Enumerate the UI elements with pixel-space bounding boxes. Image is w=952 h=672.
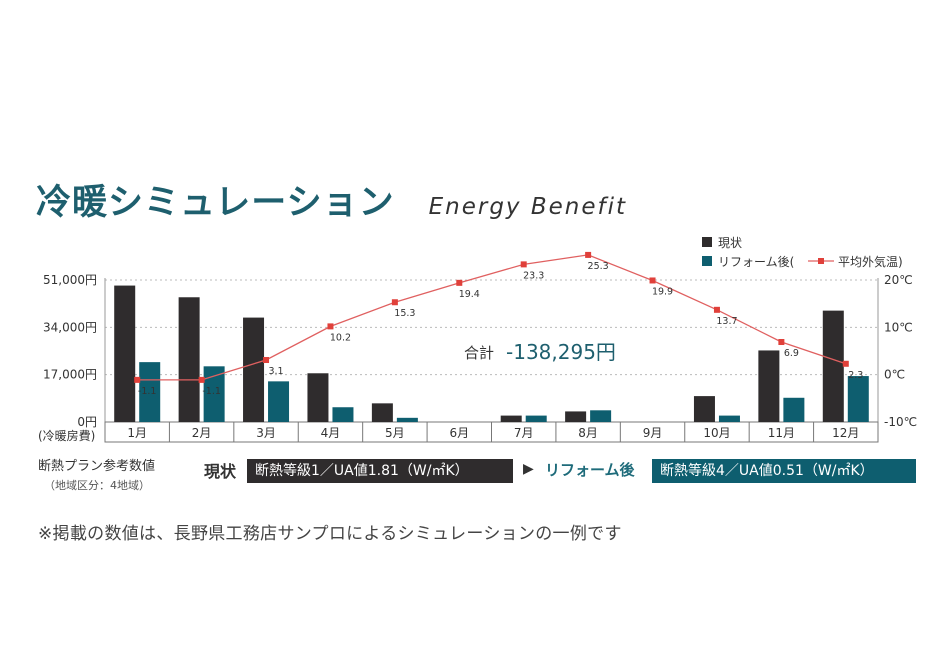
bar-current (178, 297, 200, 422)
legend-label-temp: 平均外気温) (838, 254, 903, 269)
bar-reform (783, 397, 805, 422)
y2-tick-label: -10℃ (884, 415, 917, 429)
temperature-point (778, 339, 785, 346)
bar-current (243, 317, 265, 422)
bar-current (114, 285, 136, 422)
temperature-label: 3.1 (268, 366, 283, 377)
bar-current (500, 415, 522, 422)
x-tick-label: 4月 (321, 426, 341, 440)
spec-label-sub: （地域区分：4地域） (44, 479, 150, 492)
temperature-point (520, 261, 527, 268)
bar-current (693, 396, 715, 422)
bar-current (758, 350, 780, 422)
legend-marker-temp (818, 258, 824, 264)
energy-chart: 0円 17,000円 34,000円 51,000円 (冷暖房費) -10℃ 0℃ 10℃ 20… (38, 236, 917, 443)
temperature-point (456, 279, 463, 286)
spec-label: 断熱プラン参考数値 （地域区分：4地域） (38, 457, 155, 495)
temperature-label: 2.3 (848, 370, 863, 381)
temperature-point (649, 277, 656, 284)
y-tick-label: 51,000円 (43, 273, 97, 287)
temperature-label: 13.7 (716, 316, 737, 327)
temperature-label: 19.4 (459, 289, 480, 300)
bar-current (822, 310, 844, 422)
bar-reform (139, 362, 161, 422)
temperature-label: 10.2 (330, 332, 351, 343)
y-tick-label: 0円 (77, 415, 97, 429)
x-tick-label: 6月 (449, 426, 469, 440)
legend-label-reform: リフォーム後( (718, 255, 794, 269)
spec-after-value: 断熱等級4／UA値0.51（W/㎡K） (652, 459, 916, 483)
temperature-label: 15.3 (394, 308, 415, 319)
x-tick-label: 9月 (643, 426, 663, 440)
temperature-line (137, 254, 846, 381)
y2-tick-label: 10℃ (884, 320, 913, 334)
bar-reform (718, 415, 740, 422)
legend-label-current: 現状 (718, 236, 742, 250)
x-tick-label: 1月 (127, 426, 147, 440)
temperature-point (713, 306, 720, 313)
y-tick-label: 34,000円 (43, 320, 97, 334)
temperature-label: 23.3 (523, 270, 544, 281)
y-tick-label: 17,000円 (43, 368, 97, 382)
total-label: 合計 (464, 344, 494, 362)
title-row: 冷暖シミュレーション Energy Benefit (36, 174, 627, 225)
bar-reform (396, 417, 418, 422)
temperature-label: 25.3 (588, 261, 609, 272)
temperature-point (585, 251, 592, 258)
footnote: ※掲載の数値は、長野県工務店サンプロによるシミュレーションの一例です (38, 524, 622, 544)
bar-reform (203, 366, 225, 422)
bar-reform (268, 381, 290, 422)
legend-swatch-reform (702, 256, 712, 266)
y2-tick-label: 20℃ (884, 273, 913, 287)
x-tick-label: 11月 (768, 426, 795, 440)
spec-after-label: リフォーム後 (545, 461, 635, 479)
x-tick-label: 12月 (832, 426, 859, 440)
temperature-point (134, 376, 141, 383)
temperature-label: -1.1 (138, 386, 157, 397)
temperature-point (391, 299, 398, 306)
y-axis-label: (冷暖房費) (38, 428, 95, 443)
spec-now-value: 断熱等級1／UA値1.81（W/㎡K） (247, 459, 513, 483)
x-tick-label: 8月 (578, 426, 598, 440)
arrow-right-icon: ▶ (523, 461, 534, 477)
temperature-point (327, 323, 334, 330)
bar-reform (525, 415, 547, 422)
temperature-point (263, 356, 270, 363)
temperature-label: 6.9 (784, 348, 799, 359)
bar-reform (847, 376, 869, 422)
total-value: -138,295円 (506, 340, 616, 364)
bar-reform (590, 410, 612, 422)
y2-tick-label: 0℃ (884, 368, 905, 382)
bar-current (307, 373, 329, 422)
legend-swatch-current (702, 237, 712, 247)
x-tick-label: 5月 (385, 426, 405, 440)
page-subtitle: Energy Benefit (428, 194, 628, 220)
bar-current (565, 411, 587, 422)
temperature-label: -1.1 (202, 386, 221, 397)
temperature-point (842, 360, 849, 367)
temperature-label: 19.9 (652, 286, 673, 297)
spec-label-main: 断熱プラン参考数値 (38, 459, 156, 474)
temperature-point (198, 376, 205, 383)
x-tick-label: 10月 (703, 426, 730, 440)
x-tick-label: 2月 (192, 426, 212, 440)
x-tick-label: 7月 (514, 426, 534, 440)
page-title: 冷暖シミュレーション (36, 183, 395, 223)
spec-now-label: 現状 (204, 462, 237, 481)
bar-reform (332, 407, 354, 422)
x-tick-label: 3月 (256, 426, 276, 440)
bar-current (371, 403, 393, 422)
